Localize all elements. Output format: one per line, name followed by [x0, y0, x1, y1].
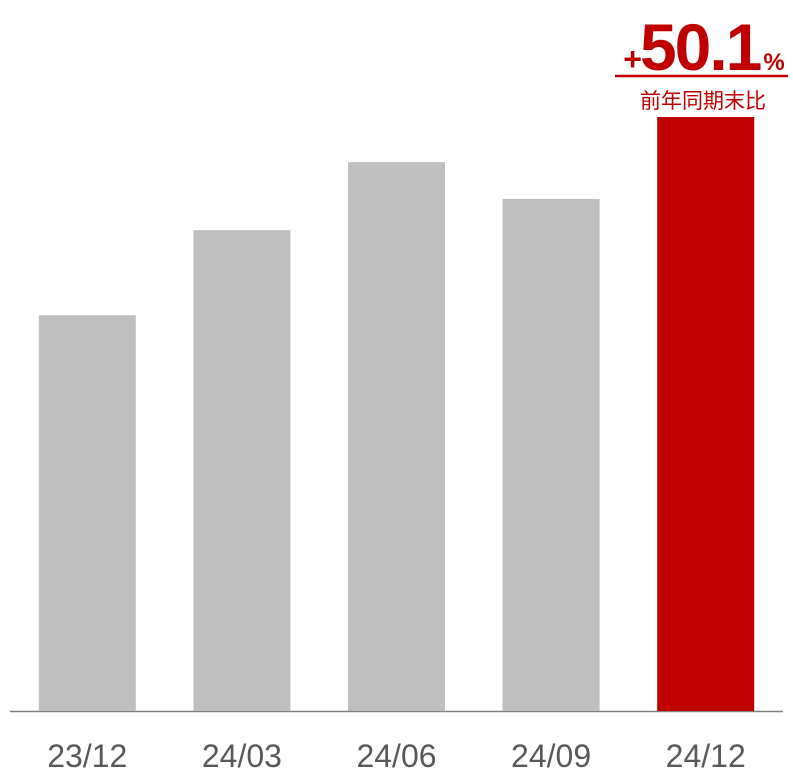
bar: [38, 315, 136, 711]
x-tick-label: 24/06: [356, 738, 436, 773]
x-tick-label: 24/09: [511, 738, 591, 773]
annotation-suffix: %: [763, 49, 784, 76]
x-tick-label: 24/12: [666, 738, 746, 773]
bar: [657, 117, 755, 711]
bar: [502, 198, 600, 712]
bar: [193, 230, 291, 711]
annotation-prefix: +: [623, 41, 641, 77]
annotation-value: 50.1: [640, 10, 761, 84]
annotation-caption: 前年同期末比: [640, 90, 766, 113]
x-tick-label: 24/03: [202, 738, 282, 773]
bar: [348, 162, 445, 712]
annotation: +50.1%: [623, 10, 784, 84]
x-tick-label: 23/12: [47, 738, 127, 773]
